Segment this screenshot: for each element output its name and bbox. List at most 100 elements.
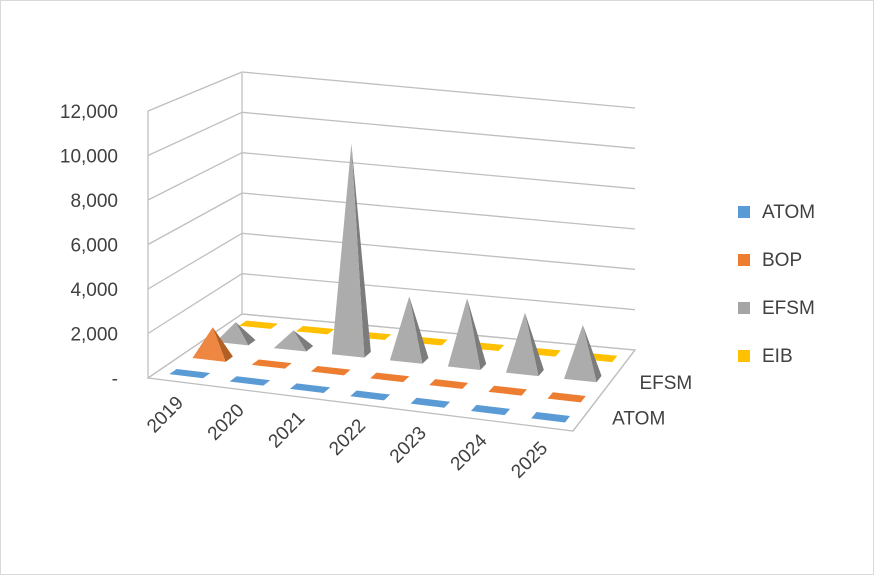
data-mark bbox=[470, 404, 511, 416]
pyramid-side-face bbox=[212, 327, 233, 362]
base-marker bbox=[470, 404, 511, 416]
data-mark bbox=[429, 379, 469, 389]
base-marker bbox=[310, 366, 351, 376]
y-tick-label: 12,000 bbox=[60, 102, 118, 123]
legend-swatch bbox=[738, 254, 750, 266]
data-mark bbox=[447, 298, 487, 370]
legend-label: ATOM bbox=[762, 202, 815, 223]
data-mark bbox=[370, 372, 410, 383]
depth-axis: ATOM EFSM bbox=[612, 373, 692, 430]
gridline-back bbox=[241, 192, 636, 230]
gridline-back bbox=[241, 111, 636, 149]
gridline-side bbox=[147, 111, 243, 157]
y-tick-label: 6,000 bbox=[70, 236, 118, 257]
gridline-side bbox=[147, 152, 243, 201]
pyramid-side-face bbox=[351, 143, 371, 358]
gridline-back bbox=[241, 71, 636, 109]
x-axis: 2019 2020 2021 2022 2023 2024 2025 bbox=[143, 392, 552, 482]
base-marker bbox=[239, 320, 279, 329]
gridlines bbox=[147, 71, 636, 432]
y-tick-label: 10,000 bbox=[60, 147, 118, 168]
data-mark bbox=[531, 412, 571, 423]
data-mark bbox=[547, 392, 586, 403]
legend: ATOM BOP EFSM EIB bbox=[738, 202, 815, 367]
pyramid-side-face bbox=[409, 296, 429, 364]
base-marker bbox=[295, 325, 335, 335]
data-mark bbox=[488, 385, 527, 396]
base-marker bbox=[229, 376, 271, 386]
base-marker bbox=[289, 383, 331, 394]
x-tick-label: 2022 bbox=[325, 415, 370, 460]
pyramid-front-face bbox=[447, 298, 481, 370]
x-tick-label: 2020 bbox=[204, 400, 249, 445]
y-axis: - 2,000 4,000 6,000 8,000 10,000 12,000 bbox=[60, 102, 118, 390]
data-mark bbox=[289, 383, 331, 394]
y-tick-label: 4,000 bbox=[70, 280, 118, 301]
pyramid-front-face bbox=[563, 324, 597, 383]
legend-label: EFSM bbox=[762, 298, 815, 319]
x-tick-label: 2019 bbox=[143, 392, 188, 437]
data-mark bbox=[410, 397, 451, 408]
pyramid-side-face bbox=[524, 312, 544, 377]
x-tick-label: 2021 bbox=[265, 408, 310, 453]
data-mark bbox=[229, 376, 271, 386]
legend-label: EIB bbox=[762, 346, 793, 367]
base-marker bbox=[531, 412, 571, 423]
data-mark bbox=[239, 320, 279, 329]
data-mark bbox=[505, 312, 544, 377]
data-mark bbox=[192, 327, 233, 362]
data-mark bbox=[215, 322, 256, 346]
data-mark bbox=[389, 296, 429, 364]
base-marker bbox=[410, 397, 451, 408]
gridline-side bbox=[147, 71, 243, 112]
gridline-side bbox=[147, 192, 243, 246]
data-mark bbox=[251, 359, 292, 369]
x-tick-label: 2024 bbox=[447, 430, 492, 475]
base-marker bbox=[350, 390, 391, 401]
gridline-side bbox=[147, 232, 243, 290]
y-tick-label: 2,000 bbox=[70, 325, 118, 346]
base-marker bbox=[251, 359, 292, 369]
pyramid-front-face bbox=[389, 296, 423, 364]
legend-entry: ATOM bbox=[738, 202, 815, 223]
y-tick-label: - bbox=[112, 369, 118, 390]
depth-label: ATOM bbox=[612, 408, 665, 429]
pyramid-side-face bbox=[467, 298, 487, 370]
depth-label: EFSM bbox=[639, 373, 692, 394]
data-mark bbox=[331, 143, 371, 358]
y-tick-label: 8,000 bbox=[70, 191, 118, 212]
pyramid-side-face bbox=[235, 322, 256, 346]
base-marker bbox=[370, 372, 410, 383]
pyramid-front-face bbox=[192, 327, 226, 362]
pyramid-front-face bbox=[215, 322, 249, 346]
legend-entry: EIB bbox=[738, 346, 793, 367]
data-mark bbox=[310, 366, 351, 376]
x-tick-label: 2023 bbox=[386, 423, 431, 468]
gridline-back bbox=[241, 273, 636, 311]
data-mark bbox=[273, 330, 314, 352]
x-tick-label: 2025 bbox=[507, 438, 552, 483]
base-marker bbox=[169, 369, 211, 379]
base-marker bbox=[429, 379, 469, 389]
legend-label: BOP bbox=[762, 250, 802, 271]
chart-marks bbox=[169, 143, 618, 423]
legend-entry: EFSM bbox=[738, 298, 815, 319]
gridline-back bbox=[241, 152, 636, 190]
pyramid-front-face bbox=[331, 143, 365, 358]
pyramid-side-face bbox=[293, 330, 314, 352]
pyramid-front-face bbox=[273, 330, 307, 352]
pyramid-side-face bbox=[582, 324, 602, 383]
pyramid-front-face bbox=[505, 312, 539, 377]
data-mark bbox=[169, 369, 211, 379]
data-mark bbox=[295, 325, 335, 335]
gridline-side bbox=[147, 273, 243, 335]
base-marker bbox=[488, 385, 527, 396]
gridline-back bbox=[241, 232, 636, 270]
data-mark bbox=[563, 324, 602, 383]
legend-swatch bbox=[738, 206, 750, 218]
legend-swatch bbox=[738, 350, 750, 362]
data-mark bbox=[350, 390, 391, 401]
base-marker bbox=[547, 392, 586, 403]
